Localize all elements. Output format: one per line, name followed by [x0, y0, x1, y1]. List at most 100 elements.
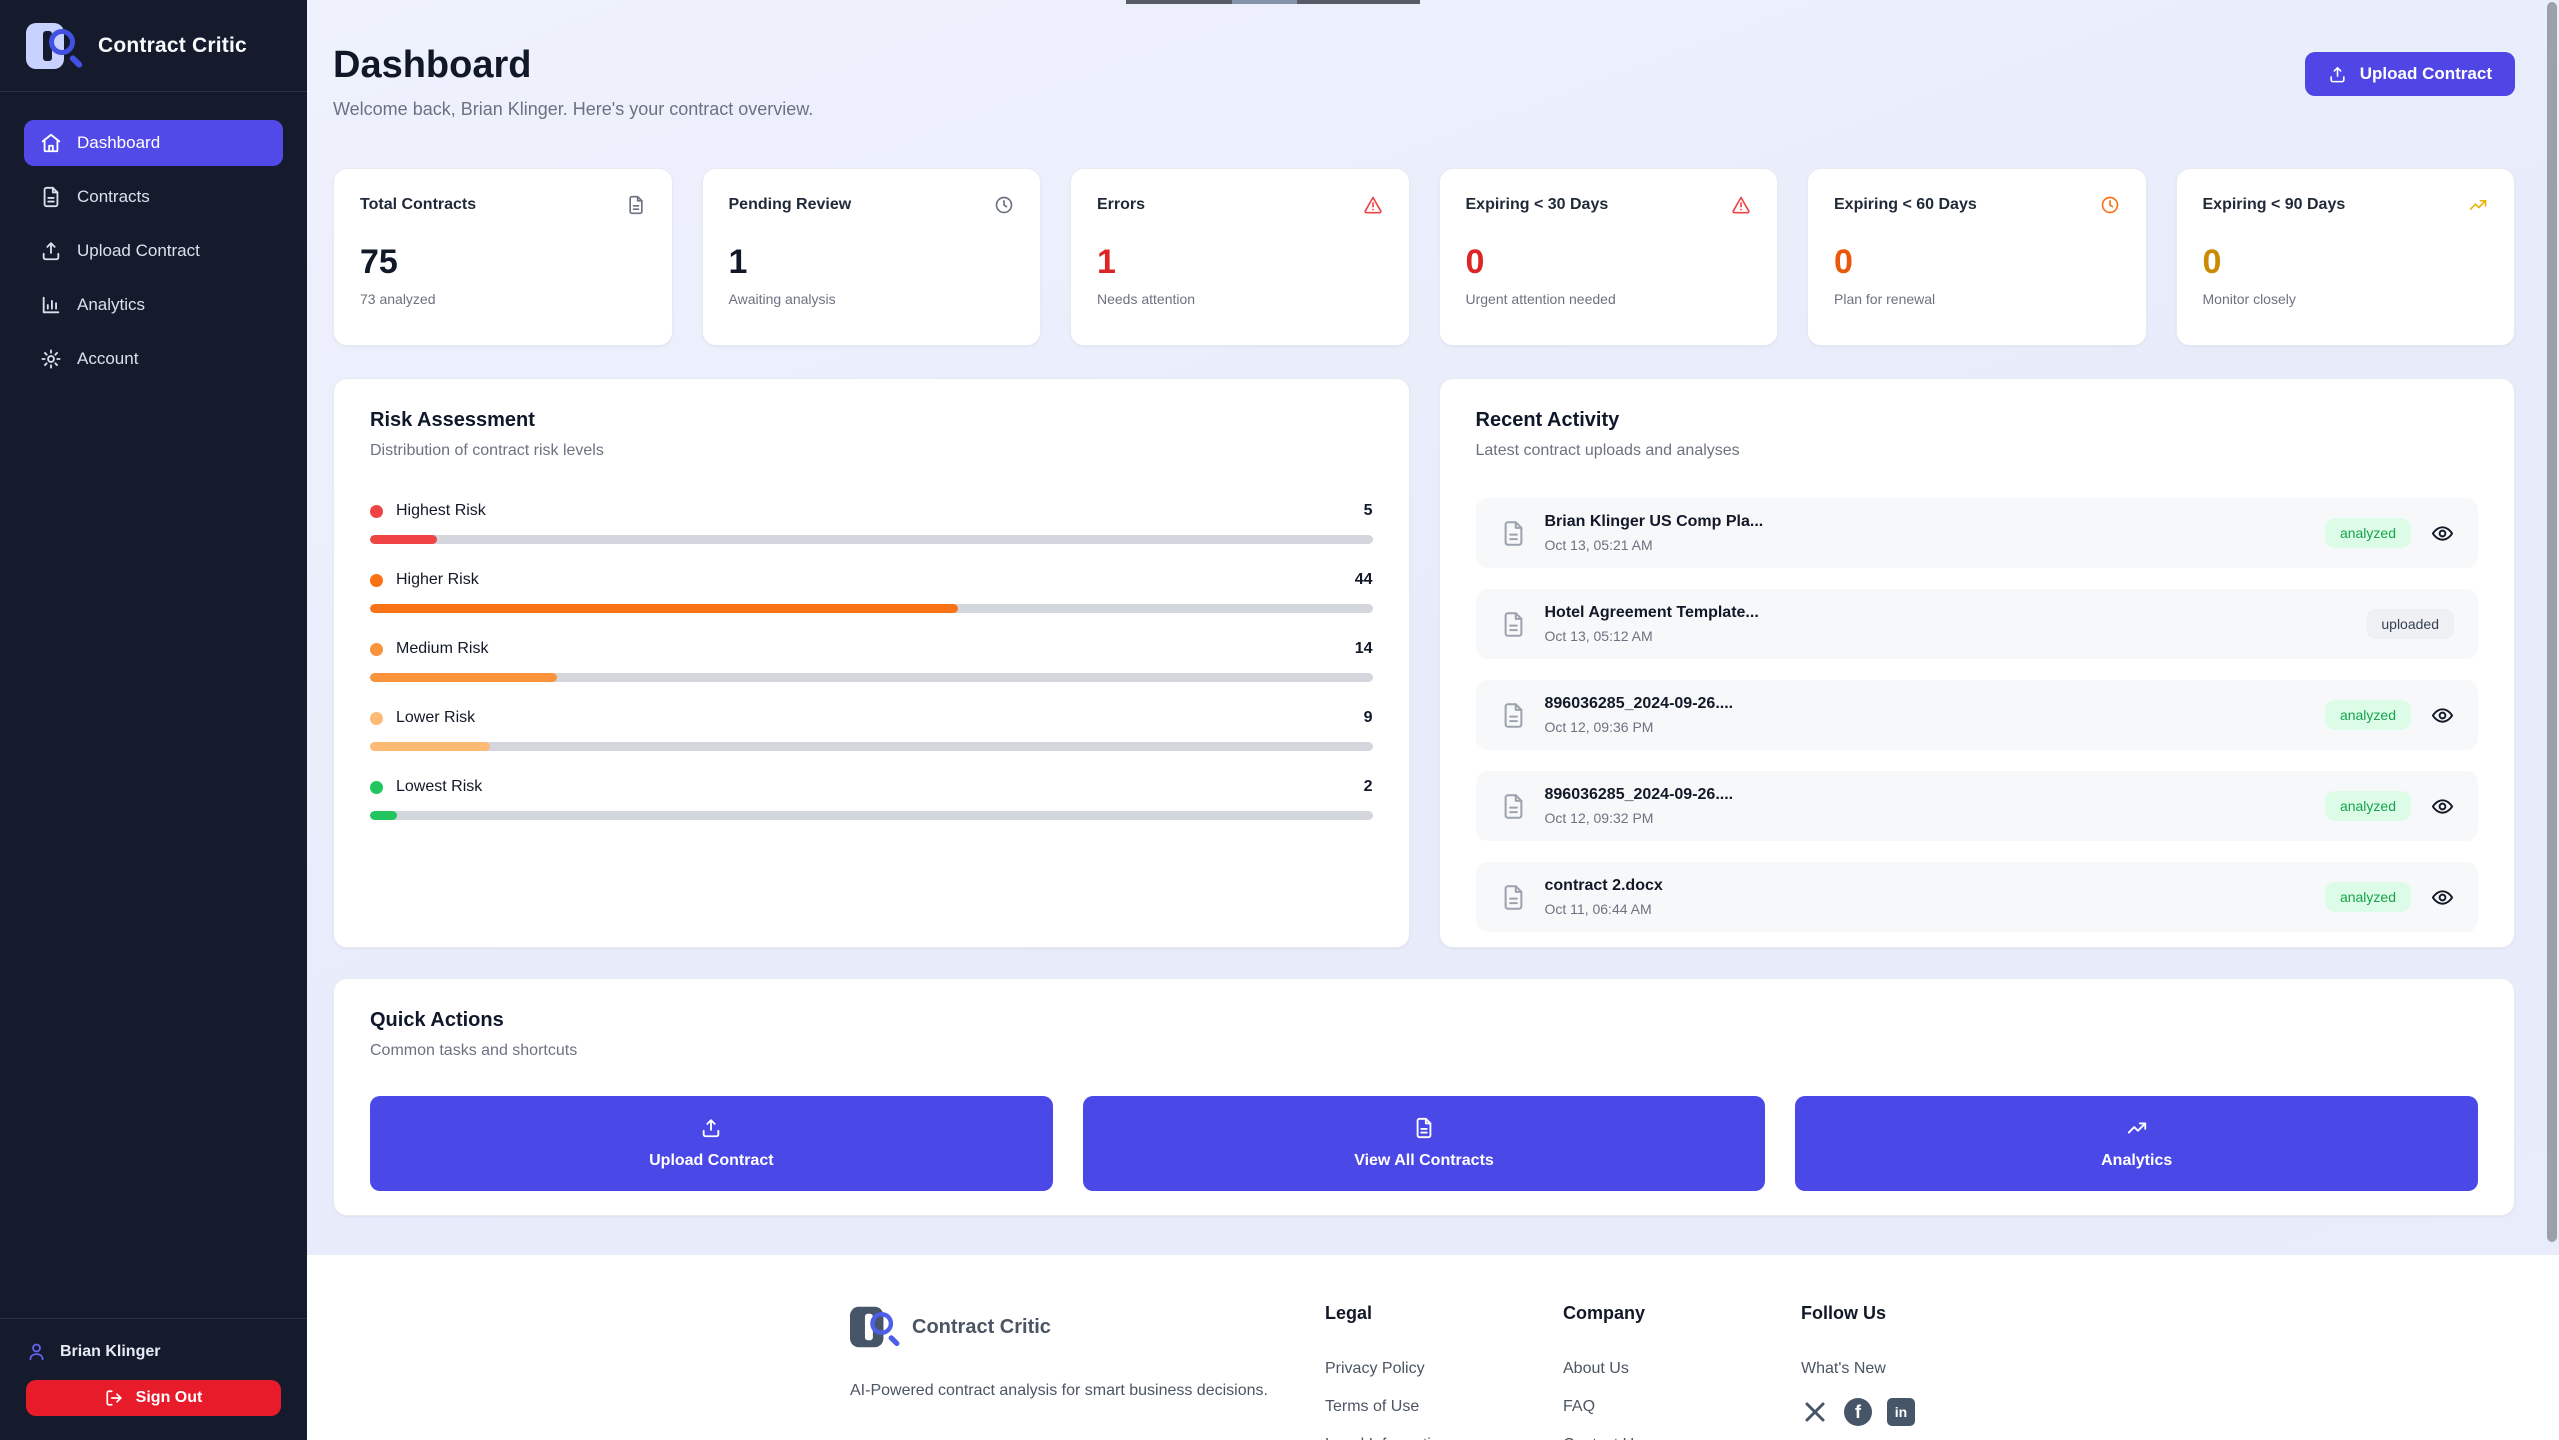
quick-action-label: Upload Contract [649, 1152, 774, 1169]
status-badge: analyzed [2324, 791, 2411, 821]
view-button[interactable] [2431, 704, 2454, 727]
footer-app-name: Contract Critic [912, 1315, 1051, 1338]
stats-row: Total Contracts 75 73 analyzed Pending R… [333, 168, 2515, 346]
risk-bar [370, 673, 1373, 682]
quick-action-view-all-contracts[interactable]: View All Contracts [1082, 1096, 1766, 1191]
file-icon [1500, 793, 1527, 820]
risk-bar [370, 604, 1373, 613]
risk-dot [370, 711, 383, 725]
activity-item[interactable]: 896036285_2024-09-26.... Oct 12, 09:36 PM… [1475, 680, 2478, 750]
file-icon [1500, 884, 1527, 911]
footer-link-terms-of-use[interactable]: Terms of Use [1325, 1398, 1420, 1415]
stat-label: Total Contracts [360, 196, 477, 213]
linkedin-icon[interactable]: in [1887, 1398, 1915, 1426]
activity-file-name: contract 2.docx [1544, 877, 1663, 894]
sidebar-item-analytics[interactable]: Analytics [24, 282, 283, 328]
risk-dot [370, 780, 383, 794]
risk-dot [370, 504, 383, 518]
upload-icon [40, 240, 62, 262]
sidebar-footer: Brian Klinger Sign Out [0, 1318, 307, 1440]
file-icon [1500, 611, 1527, 638]
stat-card-pending-review: Pending Review 1 Awaiting analysis [701, 168, 1041, 346]
sidebar-item-label: Upload Contract [77, 241, 200, 260]
activity-time: Oct 12, 09:36 PM [1544, 719, 1654, 735]
horizontal-scrollbar-thumb[interactable] [1232, 0, 1297, 4]
sidebar-item-label: Account [77, 349, 139, 368]
file-icon [1413, 1117, 1435, 1139]
activity-time: Oct 11, 06:44 AM [1544, 901, 1652, 917]
sign-out-button[interactable]: Sign Out [26, 1380, 281, 1416]
risk-label: Higher Risk [396, 571, 479, 588]
stat-label: Expiring < 30 Days [1465, 196, 1609, 213]
footer-link-contact-us[interactable]: Contact Us [1563, 1436, 1801, 1440]
footer-logo: Contract Critic [850, 1303, 1325, 1351]
bar-chart-icon [40, 294, 62, 316]
eye-icon [2431, 886, 2454, 909]
footer-link-privacy-policy[interactable]: Privacy Policy [1325, 1360, 1425, 1377]
footer-link-legal-information[interactable]: Legal Information [1325, 1436, 1563, 1440]
stat-subtitle: Needs attention [1097, 291, 1196, 307]
quick-action-upload-contract[interactable]: Upload Contract [370, 1096, 1053, 1191]
sidebar-item-label: Dashboard [77, 133, 161, 152]
sidebar-item-contracts[interactable]: Contracts [24, 174, 283, 220]
upload-contract-label: Upload Contract [2359, 64, 2492, 83]
risk-label: Lower Risk [396, 709, 476, 726]
quick-action-label: View All Contracts [1354, 1152, 1494, 1169]
view-button[interactable] [2431, 795, 2454, 818]
page-subtitle: Welcome back, Brian Klinger. Here's your… [333, 99, 814, 119]
sidebar-item-label: Analytics [77, 295, 146, 314]
stat-value: 0 [2202, 243, 2222, 281]
x-twitter-icon[interactable] [1801, 1398, 1829, 1426]
activity-file-name: Brian Klinger US Comp Pla... [1544, 513, 1764, 530]
view-button[interactable] [2431, 886, 2454, 909]
footer-link-faq[interactable]: FAQ [1563, 1398, 1596, 1415]
risk-bar [370, 535, 1373, 544]
magnifier-icon [870, 1312, 894, 1335]
vertical-scrollbar-thumb[interactable] [2547, 2, 2557, 1242]
stat-value: 0 [1465, 243, 1485, 281]
activity-file-name: 896036285_2024-09-26.... [1544, 695, 1734, 712]
magnifier-icon [49, 28, 75, 55]
alert-triangle-icon [1731, 195, 1751, 215]
risk-value: 9 [1363, 709, 1373, 726]
footer-company-column: Company About Us FAQ Contact Us [1563, 1303, 1801, 1440]
page-header: Dashboard Welcome back, Brian Klinger. H… [333, 44, 2515, 120]
activity-item[interactable]: Hotel Agreement Template... Oct 13, 05:12… [1475, 589, 2478, 659]
file-icon [626, 195, 646, 215]
footer-legal-column: Legal Privacy Policy Terms of Use Legal … [1325, 1303, 1563, 1440]
status-badge: analyzed [2324, 518, 2411, 548]
home-icon [40, 132, 62, 154]
upload-contract-button[interactable]: Upload Contract [2304, 52, 2515, 96]
footer-column-heading: Follow Us [1801, 1303, 1886, 1323]
footer-link-about-us[interactable]: About Us [1563, 1360, 1629, 1377]
app-logo: Contract Critic [0, 0, 307, 92]
activity-item[interactable]: contract 2.docx Oct 11, 06:44 AM analyzed [1475, 862, 2478, 932]
footer-link-whats-new[interactable]: What's New [1801, 1360, 1886, 1377]
quick-actions-panel: Quick Actions Common tasks and shortcuts… [333, 978, 2515, 1216]
user-row: Brian Klinger [26, 1341, 281, 1362]
contract-critic-logo-icon [850, 1306, 901, 1348]
risk-value: 2 [1363, 778, 1373, 795]
clock-icon [2100, 195, 2120, 215]
activity-list: Brian Klinger US Comp Pla... Oct 13, 05:2… [1475, 498, 2478, 932]
upload-icon [700, 1117, 722, 1139]
activity-time: Oct 13, 05:12 AM [1544, 628, 1653, 644]
activity-item[interactable]: Brian Klinger US Comp Pla... Oct 13, 05:2… [1475, 498, 2478, 568]
main-content: Dashboard Welcome back, Brian Klinger. H… [307, 0, 2559, 1440]
sidebar-item-dashboard[interactable]: Dashboard [24, 120, 283, 166]
footer-brand: Contract Critic AI-Powered contract anal… [850, 1303, 1325, 1440]
footer-tagline: AI-Powered contract analysis for smart b… [850, 1382, 1268, 1399]
stat-subtitle: Plan for renewal [1834, 291, 1936, 307]
risk-row-lower: Lower Risk 9 [370, 709, 1373, 751]
quick-actions-title: Quick Actions [370, 1009, 504, 1031]
facebook-icon[interactable]: f [1844, 1398, 1872, 1426]
stat-label: Pending Review [728, 196, 852, 213]
activity-item[interactable]: 896036285_2024-09-26.... Oct 12, 09:32 PM… [1475, 771, 2478, 841]
sidebar-item-account[interactable]: Account [24, 336, 283, 382]
sidebar-item-upload-contract[interactable]: Upload Contract [24, 228, 283, 274]
clock-icon [994, 195, 1014, 215]
quick-action-analytics[interactable]: Analytics [1795, 1096, 2479, 1191]
file-icon [1500, 520, 1527, 547]
risk-label: Highest Risk [396, 502, 486, 519]
view-button[interactable] [2431, 522, 2454, 545]
